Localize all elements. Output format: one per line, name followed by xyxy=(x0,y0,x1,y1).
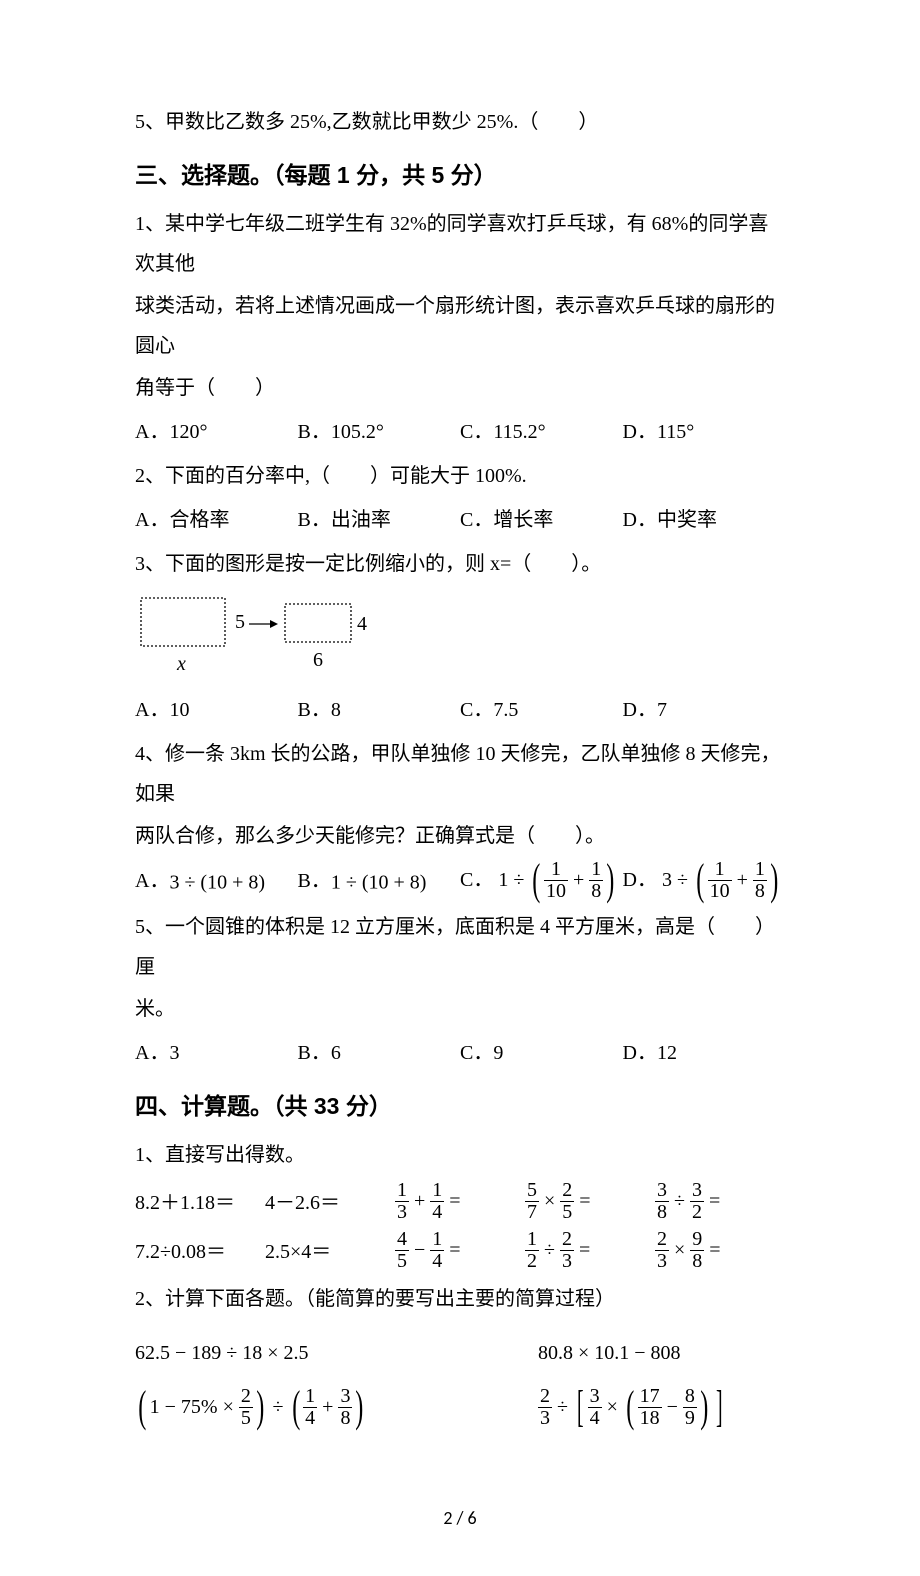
q3-4-opt-b-label: B． xyxy=(298,870,331,892)
q3-4-opt-c-math: 1 ÷ (110 + 18) xyxy=(498,869,618,891)
calc-row-1: 8.2＋1.18＝ 4－2.6＝ 13 + 14 = 57 × 25 = 38 … xyxy=(135,1181,785,1224)
q3-4-opt-a-label: A． xyxy=(135,870,169,892)
q3-3: 3、下面的图形是按一定比例缩小的，则 x=（ ）。 xyxy=(135,544,785,584)
calc-3: 13 + 14 = xyxy=(395,1181,525,1224)
q4-2-row2: (1 − 75% × 25) ÷ (14 + 38) 23 ÷ [34 × (1… xyxy=(135,1387,785,1430)
fig-label-x: x xyxy=(176,653,186,675)
q3-4-opt-a-math: 3 ÷ (10 + 8) xyxy=(169,871,265,893)
q3-3-opt-a: A．10 xyxy=(135,690,298,730)
q3-3-opt-c: C．7.5 xyxy=(460,690,623,730)
fig-label-5: 5 xyxy=(235,611,245,633)
page-footer: 2 / 6 xyxy=(135,1500,785,1536)
q3-4-opt-b: B．1 ÷ (10 + 8) xyxy=(298,861,461,902)
q3-4-opt-b-math: 1 ÷ (10 + 8) xyxy=(331,871,427,893)
q3-4-line1: 4、修一条 3km 长的公路，甲队单独修 10 天修完，乙队单独修 8 天修完，… xyxy=(135,734,785,814)
calc-6: 7.2÷0.08＝ xyxy=(135,1232,265,1272)
q3-1-opt-b: B．105.2° xyxy=(298,412,461,452)
q3-2: 2、下面的百分率中,（ ）可能大于 100%. xyxy=(135,456,785,496)
q3-5-line1: 5、一个圆锥的体积是 12 立方厘米，底面积是 4 平方厘米，高是（ ）厘 xyxy=(135,907,785,987)
calc-10: 23 × 98 = xyxy=(655,1230,785,1273)
q3-4-opt-a: A．3 ÷ (10 + 8) xyxy=(135,861,298,902)
calc-1: 8.2＋1.18＝ xyxy=(135,1183,265,1223)
calc-row-2: 7.2÷0.08＝ 2.5×4＝ 45 − 14 = 12 ÷ 23 = 23 … xyxy=(135,1230,785,1273)
q3-2-options: A．合格率 B．出油率 C．增长率 D．中奖率 xyxy=(135,500,785,540)
q3-4-opt-d-label: D． xyxy=(623,869,657,891)
section3-title: 三、选择题。（每题 1 分，共 5 分） xyxy=(135,152,785,198)
q3-2-opt-c: C．增长率 xyxy=(460,500,623,540)
q3-5-opt-b: B．6 xyxy=(298,1033,461,1073)
section4-title: 四、计算题。（共 33 分） xyxy=(135,1083,785,1129)
q3-1-line2: 球类活动，若将上述情况画成一个扇形统计图，表示喜欢乒乓球的扇形的圆心 xyxy=(135,286,785,366)
fig-label-6: 6 xyxy=(313,649,323,671)
q3-4-opt-d-math: 3 ÷ (110 + 18) xyxy=(662,869,782,891)
q4-2-m4: 23 ÷ [34 × (1718 − 89)] xyxy=(538,1387,785,1430)
q3-1-opt-c: C．115.2° xyxy=(460,412,623,452)
q3-1-options: A．120° B．105.2° C．115.2° D．115° xyxy=(135,412,785,452)
q3-2-opt-b: B．出油率 xyxy=(298,500,461,540)
q3-1-opt-a: A．120° xyxy=(135,412,298,452)
calc-5: 38 ÷ 32 = xyxy=(655,1181,785,1224)
q3-4-options: A．3 ÷ (10 + 8) B．1 ÷ (10 + 8) C． 1 ÷ (11… xyxy=(135,860,785,903)
q3-5-opt-a: A．3 xyxy=(135,1033,298,1073)
q4-2-m3: (1 − 75% × 25) ÷ (14 + 38) xyxy=(135,1387,538,1430)
q4-2-m2: 80.8 × 10.1 − 808 xyxy=(538,1333,785,1373)
q3-5-options: A．3 B．6 C．9 D．12 xyxy=(135,1033,785,1073)
q3-5-line2: 米。 xyxy=(135,989,785,1029)
q3-2-opt-d: D．中奖率 xyxy=(623,500,786,540)
q3-3-opt-d: D．7 xyxy=(623,690,786,730)
q3-4-opt-d: D． 3 ÷ (110 + 18) xyxy=(623,860,786,903)
calc-9: 12 ÷ 23 = xyxy=(525,1230,655,1273)
fig-label-4: 4 xyxy=(357,613,367,635)
q3-4-line2: 两队合修，那么多少天能修完？正确算式是（ ）。 xyxy=(135,816,785,856)
page: 5、甲数比乙数多 25%,乙数就比甲数少 25%.（ ） 三、选择题。（每题 1… xyxy=(0,0,920,1576)
q4-2-row1: 62.5 − 189 ÷ 18 × 2.5 80.8 × 10.1 − 808 xyxy=(135,1333,785,1373)
calc-4: 57 × 25 = xyxy=(525,1181,655,1224)
q4-2: 2、计算下面各题。（能简算的要写出主要的简算过程） xyxy=(135,1279,785,1319)
q3-1-opt-d: D．115° xyxy=(623,412,786,452)
q3-3-figure: 5 4 x 6 xyxy=(135,592,785,682)
q3-5-opt-c: C．9 xyxy=(460,1033,623,1073)
calc-8: 45 − 14 = xyxy=(395,1230,525,1273)
q4-1: 1、直接写出得数。 xyxy=(135,1135,785,1175)
q3-1-line1: 1、某中学七年级二班学生有 32%的同学喜欢打乒乓球，有 68%的同学喜欢其他 xyxy=(135,204,785,284)
q3-3-options: A．10 B．8 C．7.5 D．7 xyxy=(135,690,785,730)
q3-3-opt-b: B．8 xyxy=(298,690,461,730)
scale-figure-svg: 5 4 x 6 xyxy=(135,592,385,682)
q2-5: 5、甲数比乙数多 25%,乙数就比甲数少 25%.（ ） xyxy=(135,102,785,142)
q4-2-m1: 62.5 − 189 ÷ 18 × 2.5 xyxy=(135,1333,538,1373)
q3-2-opt-a: A．合格率 xyxy=(135,500,298,540)
calc-7: 2.5×4＝ xyxy=(265,1232,395,1272)
q3-5-opt-d: D．12 xyxy=(623,1033,786,1073)
q3-4-opt-c-label: C． xyxy=(460,869,493,891)
q3-4-opt-c: C． 1 ÷ (110 + 18) xyxy=(460,860,623,903)
q3-1-line3: 角等于（ ） xyxy=(135,368,785,408)
calc-2: 4－2.6＝ xyxy=(265,1183,395,1223)
